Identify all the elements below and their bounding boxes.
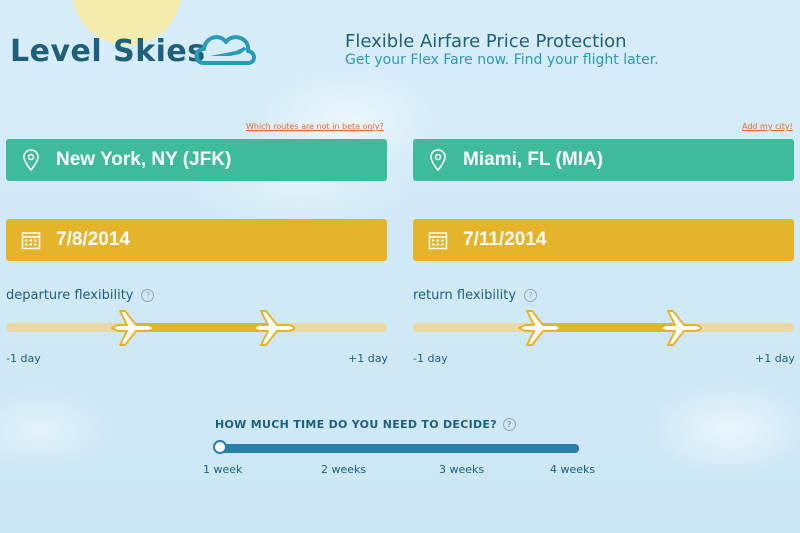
- departure-max-handle-airplane-icon[interactable]: [251, 308, 295, 348]
- decide-time-title: HOW MUCH TIME DO YOU NEED TO DECIDE?: [215, 418, 497, 431]
- brand-logo-text[interactable]: Level Skies: [10, 34, 206, 69]
- return-date-field[interactable]: 7/11/2014: [413, 219, 794, 261]
- decide-time-slider[interactable]: [216, 444, 579, 453]
- departure-flexibility-range-fill: [131, 323, 273, 332]
- return-date-value: 7/11/2014: [463, 229, 547, 250]
- origin-value: New York, NY (JFK): [56, 149, 232, 170]
- departure-flexibility-slider[interactable]: [6, 323, 387, 332]
- return-flexibility-label: return flexibility ?: [413, 288, 538, 303]
- decide-time-heading: HOW MUCH TIME DO YOU NEED TO DECIDE? ?: [215, 418, 516, 431]
- destination-field[interactable]: Miami, FL (MIA): [413, 139, 794, 181]
- help-circle-icon[interactable]: ?: [502, 418, 516, 431]
- depart-date-value: 7/8/2014: [56, 229, 130, 250]
- departure-flexibility-label: departure flexibility ?: [6, 288, 155, 303]
- decide-option-3-weeks[interactable]: 3 weeks: [439, 463, 485, 476]
- decide-option-4-weeks[interactable]: 4 weeks: [550, 463, 596, 476]
- decide-time-handle[interactable]: [213, 440, 227, 454]
- help-circle-icon[interactable]: ?: [141, 289, 155, 302]
- return-max-handle-airplane-icon[interactable]: [658, 308, 702, 348]
- help-circle-icon[interactable]: ?: [524, 289, 538, 302]
- add-city-link[interactable]: Add my city!: [742, 122, 793, 131]
- map-pin-icon: [413, 149, 463, 171]
- departure-min-label: -1 day: [6, 352, 41, 365]
- cloud-plane-icon: [194, 35, 256, 65]
- map-pin-icon: [6, 149, 56, 171]
- header-title: Flexible Airfare Price Protection: [345, 31, 627, 52]
- decide-option-1-week[interactable]: 1 week: [203, 463, 243, 476]
- return-flexibility-slider[interactable]: [413, 323, 794, 332]
- return-min-handle-airplane-icon[interactable]: [517, 308, 561, 348]
- return-flexibility-text: return flexibility: [413, 288, 517, 303]
- calendar-icon: [6, 230, 56, 250]
- return-flexibility-range-fill: [538, 323, 680, 332]
- departure-max-label: +1 day: [348, 352, 388, 365]
- departure-flexibility-text: departure flexibility: [6, 288, 134, 303]
- origin-field[interactable]: New York, NY (JFK): [6, 139, 387, 181]
- destination-value: Miami, FL (MIA): [463, 149, 604, 170]
- header-subtitle: Get your Flex Fare now. Find your flight…: [345, 52, 659, 68]
- decide-option-2-weeks[interactable]: 2 weeks: [321, 463, 367, 476]
- calendar-icon: [413, 230, 463, 250]
- return-min-label: -1 day: [413, 352, 448, 365]
- departure-min-handle-airplane-icon[interactable]: [110, 308, 154, 348]
- return-max-label: +1 day: [755, 352, 795, 365]
- beta-routes-link[interactable]: Which routes are not in beta only?: [246, 122, 384, 131]
- depart-date-field[interactable]: 7/8/2014: [6, 219, 387, 261]
